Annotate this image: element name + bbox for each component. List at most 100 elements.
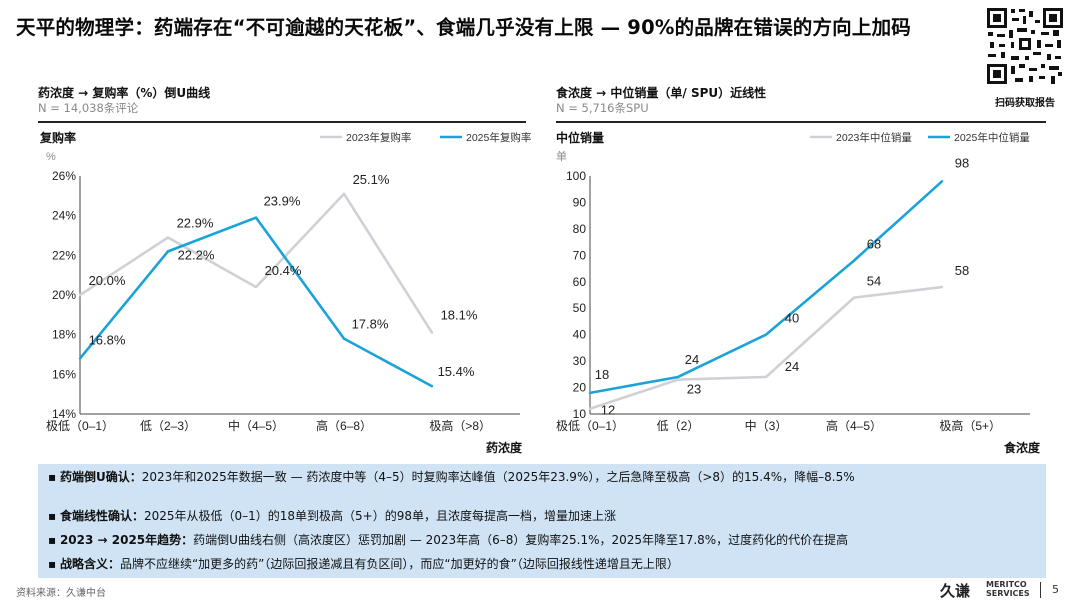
left-xtick-label: 低（2–3） — [140, 419, 196, 433]
brand-logo-en-2: SERVICES — [986, 589, 1030, 598]
right-ytick-label: 90 — [573, 195, 587, 209]
right-point-2023 — [588, 407, 592, 410]
left-data-label-2023: 18.1% — [441, 308, 478, 323]
right-xtick-label: 高（4–5） — [826, 418, 882, 433]
right-xtick-label: 极高（5+） — [939, 418, 1001, 433]
right-point-2023 — [676, 378, 680, 381]
left-point-2025 — [342, 337, 346, 340]
left-panel-rule — [38, 121, 526, 123]
left-series-2025-line — [78, 216, 433, 388]
left-xtick-label: 中（4–5） — [228, 418, 284, 433]
right-panel-sample: N = 5,716条SPU — [556, 101, 649, 115]
right-data-label-2025: 98 — [955, 155, 969, 170]
right-data-label-2025: 24 — [685, 352, 699, 367]
right-ytick-label: 60 — [573, 275, 587, 289]
right-point-2025 — [588, 391, 592, 395]
left-data-label-2023: 22.9% — [177, 215, 214, 230]
right-panel-title: 食浓度 → 中位销量（单/ SPU）近线性 — [556, 86, 767, 100]
note-4-text: 品牌不应继续“加更多的药”（边际回报递减且有负区间），而应“加更好的食”（边际回… — [119, 557, 679, 571]
right-xtick-label: 中（3） — [745, 418, 788, 433]
right-point-2025 — [764, 333, 768, 336]
right-point-2023 — [764, 375, 768, 379]
brand-logo-en-1: MERITCO — [986, 580, 1027, 589]
left-point-2023 — [78, 293, 82, 297]
note-1-text: 2023年和2025年数据一致 — 药浓度中等（4–5）时复购率达峰值（2025… — [141, 470, 855, 484]
left-data-label-2023: 25.1% — [353, 172, 390, 187]
right-data-label-2023: 54 — [867, 274, 881, 289]
qr-code — [985, 6, 1065, 86]
note-3-text: 药端倒U曲线右侧（高浓度区）惩罚加剧 — 2023年高（6–8）复购率25.1%… — [193, 533, 849, 547]
left-ytick-label: 24% — [52, 209, 76, 223]
right-data-label-2023: 23 — [687, 382, 701, 397]
right-point-2023 — [852, 296, 856, 299]
left-point-2025 — [78, 357, 82, 360]
right-point-2023 — [940, 285, 944, 289]
right-point-2025 — [852, 259, 856, 262]
right-chart: 中位销量 单 食浓度 10 20 30 40 50 60 70 80 90 100 极低（0–1） 低… — [556, 130, 1041, 455]
right-ytick-label: 100 — [566, 169, 586, 183]
qr-caption: 扫码获取报告 — [995, 98, 1055, 109]
note-4-head: 战略含义： — [59, 557, 120, 571]
left-point-2025 — [430, 385, 434, 388]
left-point-2023 — [166, 236, 170, 239]
left-xtick-label: 高（6–8） — [316, 418, 372, 433]
left-ytick-label: 22% — [52, 248, 76, 262]
source-note: 资料来源：久谦中台 — [16, 588, 106, 599]
left-data-label-2025: 17.8% — [352, 317, 389, 332]
note-2-head: 食端线性确认： — [59, 509, 144, 523]
note-3: ▪ 2023 → 2025年趋势：药端倒U曲线右侧（高浓度区）惩罚加剧 — 20… — [48, 533, 849, 547]
left-point-2023 — [430, 331, 434, 334]
left-ytick-label: 20% — [52, 288, 76, 302]
right-legend-label: 2025年中位销量 — [954, 131, 1030, 144]
left-ytick-label: 18% — [52, 328, 76, 342]
right-ytick-label: 70 — [573, 248, 587, 262]
note-1-head: 药端倒U确认： — [59, 470, 142, 484]
left-point-2025 — [166, 250, 170, 253]
right-ytick-label: 30 — [573, 354, 587, 368]
page-number: 5 — [1052, 583, 1059, 596]
left-panel-title: 药浓度 → 复购率（%）倒U曲线 — [38, 86, 211, 100]
left-ylabel: 复购率 — [39, 130, 76, 145]
left-xlabel: 药浓度 — [486, 440, 523, 455]
left-data-label-2025: 23.9% — [264, 194, 301, 209]
left-data-label-2023: 20.4% — [265, 263, 302, 278]
brand-logo: 久谦 — [940, 582, 971, 600]
page-separator — [1040, 582, 1041, 598]
left-data-label-2025: 16.8% — [89, 332, 126, 347]
right-yunit: 单 — [556, 150, 567, 163]
left-point-2023 — [342, 192, 346, 196]
right-xlabel: 食浓度 — [1003, 440, 1041, 455]
note-2: ▪ 食端线性确认：2025年从极低（0–1）的18单到极高（5+）的98单，且浓… — [48, 509, 617, 523]
right-series-2023-line — [589, 285, 943, 410]
right-data-label-2023: 58 — [955, 263, 969, 278]
right-data-label-2023: 24 — [785, 359, 799, 374]
right-point-2025 — [940, 180, 944, 183]
left-point-2025 — [254, 216, 258, 219]
right-panel-rule — [556, 121, 1046, 123]
left-xtick-label: 极低（0–1） — [46, 419, 114, 433]
left-legend-label: 2023年复购率 — [346, 131, 411, 144]
note-2-text: 2025年从极低（0–1）的18单到极高（5+）的98单，且浓度每提高一档，增量… — [143, 509, 617, 523]
right-ytick-label: 20 — [573, 381, 587, 395]
right-point-2025 — [676, 375, 680, 379]
left-series-2023-line — [79, 192, 434, 334]
right-data-label-2025: 68 — [867, 237, 881, 252]
left-xtick-label: 极高（>8） — [429, 418, 491, 433]
left-ytick-label: 26% — [52, 169, 76, 183]
left-point-2023 — [254, 285, 258, 289]
left-ytick-label: 14% — [52, 407, 76, 421]
right-xtick-label: 低（2） — [657, 419, 700, 433]
left-yunit: % — [46, 151, 56, 163]
right-ytick-label: 40 — [573, 328, 587, 342]
note-4: ▪ 战略含义：品牌不应继续“加更多的药”（边际回报递减且有负区间），而应“加更好… — [48, 557, 679, 571]
right-ytick-label: 50 — [573, 301, 587, 315]
right-ytick-label: 80 — [573, 222, 587, 236]
left-data-label-2023: 20.0% — [89, 273, 126, 288]
brand-logo-en: MERITCO SERVICES — [986, 580, 1030, 598]
right-data-label-2023: 12 — [601, 403, 615, 418]
right-ytick-label: 10 — [573, 407, 587, 421]
right-series-2025-line — [589, 180, 943, 395]
note-1: ▪ 药端倒U确认：2023年和2025年数据一致 — 药浓度中等（4–5）时复购… — [48, 470, 855, 484]
left-chart: 复购率 % 药浓度 14% 16% 18% 20% 22% 24% 26% 极低（0–1） 低（… — [39, 130, 531, 455]
note-3-head: 2023 → 2025年趋势： — [59, 533, 194, 547]
